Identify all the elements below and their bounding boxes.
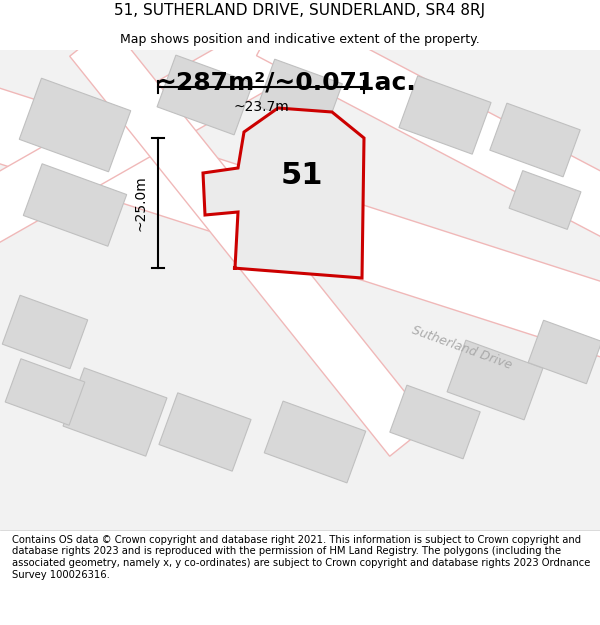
Polygon shape <box>159 393 251 471</box>
Text: 51, SUTHERLAND DRIVE, SUNDERLAND, SR4 8RJ: 51, SUTHERLAND DRIVE, SUNDERLAND, SR4 8R… <box>115 4 485 19</box>
Polygon shape <box>528 320 600 384</box>
Polygon shape <box>447 340 543 420</box>
Text: ~23.7m: ~23.7m <box>233 100 289 114</box>
Polygon shape <box>509 171 581 229</box>
Polygon shape <box>0 3 325 262</box>
Text: Contains OS data © Crown copyright and database right 2021. This information is : Contains OS data © Crown copyright and d… <box>12 535 590 579</box>
Text: 51: 51 <box>281 161 323 189</box>
Polygon shape <box>70 24 430 456</box>
Polygon shape <box>5 359 85 425</box>
Polygon shape <box>490 103 580 177</box>
Polygon shape <box>257 59 343 131</box>
Polygon shape <box>63 368 167 456</box>
Text: ~287m²/~0.071ac.: ~287m²/~0.071ac. <box>155 70 416 94</box>
Polygon shape <box>0 76 600 369</box>
Polygon shape <box>19 78 131 172</box>
Polygon shape <box>23 164 127 246</box>
Polygon shape <box>157 55 253 135</box>
Polygon shape <box>2 295 88 369</box>
Polygon shape <box>264 401 366 483</box>
Text: Map shows position and indicative extent of the property.: Map shows position and indicative extent… <box>120 32 480 46</box>
Polygon shape <box>203 108 364 278</box>
Polygon shape <box>399 76 491 154</box>
Polygon shape <box>257 4 600 261</box>
Text: Sutherland Drive: Sutherland Drive <box>410 324 514 372</box>
Text: ~25.0m: ~25.0m <box>133 175 147 231</box>
Polygon shape <box>390 385 480 459</box>
